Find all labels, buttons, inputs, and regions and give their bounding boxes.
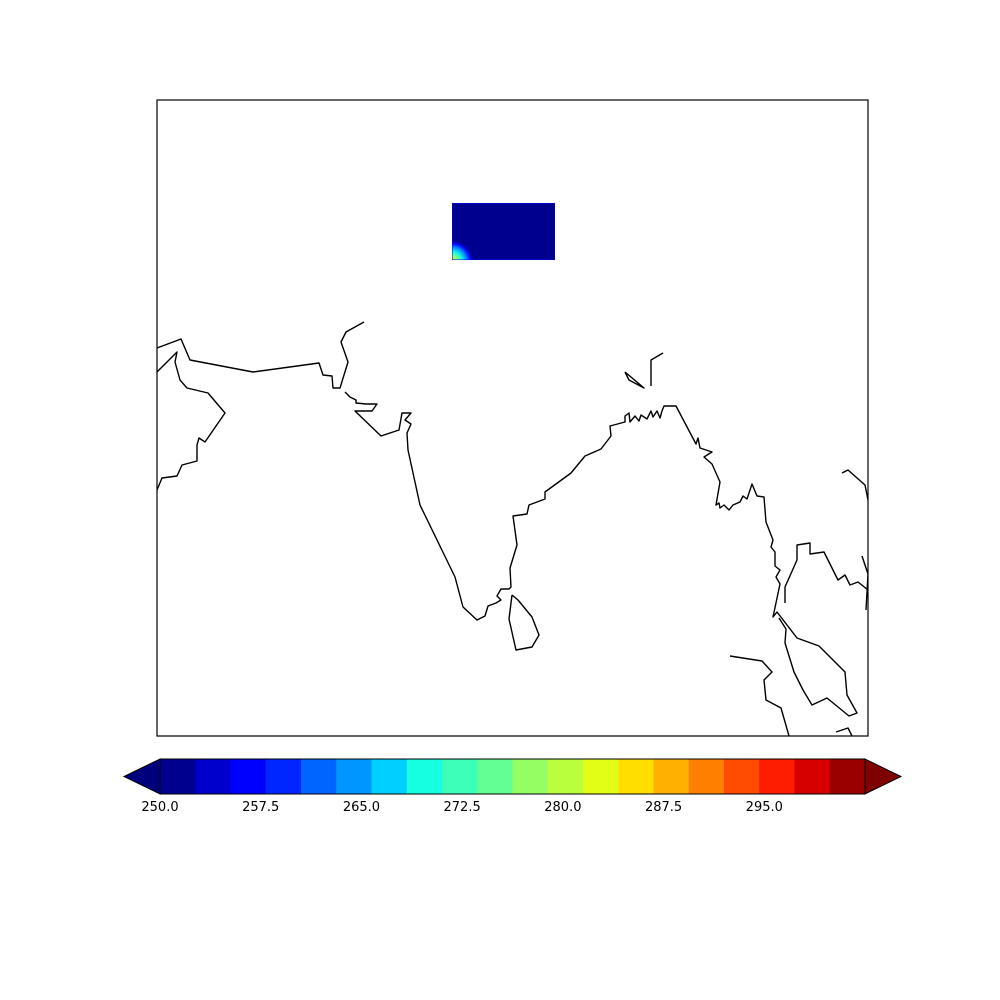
colorbar-tick-label: 257.5 <box>242 800 279 815</box>
colorbar-under-extension <box>122 758 161 795</box>
colorbar-swatch <box>195 759 232 794</box>
data-patch <box>452 203 555 260</box>
colorbar-swatch <box>512 759 549 794</box>
coastline-iran-pakistan <box>157 321 365 389</box>
colorbar-swatch <box>477 759 514 794</box>
colorbar-swatch <box>829 759 866 794</box>
colorbar-swatch <box>583 759 619 794</box>
colorbar-tick-label: 287.5 <box>645 800 682 815</box>
colorbar-swatch <box>547 759 584 794</box>
colorbar-swatch <box>265 759 302 794</box>
colorbar-swatch <box>724 759 760 794</box>
data-patch-warm-corner <box>452 203 555 260</box>
colorbar-swatch <box>406 759 443 794</box>
colorbar-tick-label: 250.0 <box>141 800 178 815</box>
coastline-india-west <box>344 391 858 717</box>
colorbar-swatch <box>688 759 725 794</box>
coastline-east-1 <box>841 469 868 501</box>
colorbar-ticks: 250.0 257.5 265.0 272.5 280.0 287.5 295.0 <box>141 800 783 815</box>
colorbar-tick-label: 295.0 <box>746 800 783 815</box>
colorbar-swatch <box>336 759 373 794</box>
colorbar-tick-label: 272.5 <box>444 800 481 815</box>
colorbar <box>122 758 903 795</box>
colorbar-swatch <box>442 759 478 794</box>
coastline-sri-lanka <box>508 594 540 651</box>
colorbar-swatch <box>230 759 267 794</box>
colorbar-swatch <box>759 759 796 794</box>
colorbar-swatch <box>794 759 831 794</box>
colorbar-tick-label: 265.0 <box>343 800 380 815</box>
colorbar-swatch <box>618 759 655 794</box>
colorbar-swatch <box>371 759 408 794</box>
coastlines <box>157 321 868 736</box>
colorbar-swatch <box>301 759 337 794</box>
colorbar-outline <box>159 758 866 795</box>
coastline-arabia <box>157 351 226 491</box>
map-frame <box>156 99 869 737</box>
coastline-fragment-1 <box>624 371 645 389</box>
colorbar-swatch <box>653 759 690 794</box>
colorbar-over-extension <box>864 758 903 795</box>
coastline-east-2 <box>861 555 868 611</box>
map-area <box>157 100 868 736</box>
coastline-fragment-2 <box>650 352 664 386</box>
coastline-sumatra <box>729 655 790 736</box>
coastline-east-3 <box>835 727 853 736</box>
colorbar-tick-label: 280.0 <box>544 800 581 815</box>
coastline-indochina <box>784 542 868 603</box>
colorbar-swatch <box>160 759 196 794</box>
